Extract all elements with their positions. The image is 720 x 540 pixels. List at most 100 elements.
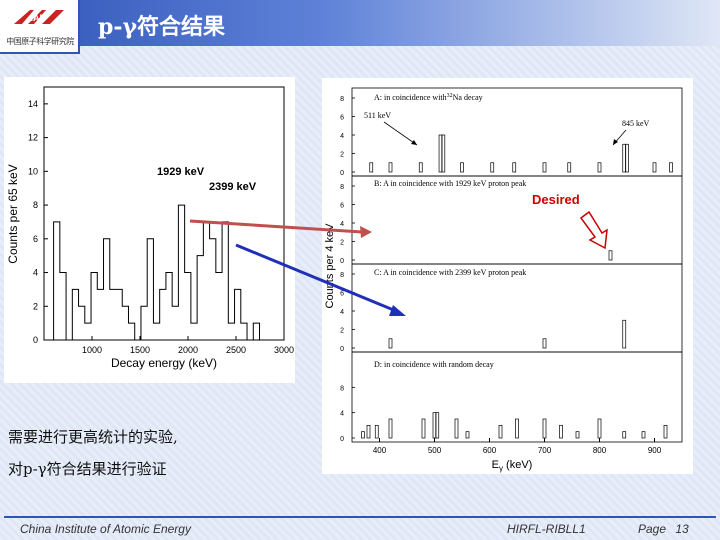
right-y-tick-label: 6 [340, 115, 344, 122]
left-y-tick-label: 12 [28, 133, 38, 143]
peak-label-1929: 1929 keV [157, 166, 205, 178]
gamma-bar [597, 162, 602, 173]
gamma-bar [542, 418, 547, 439]
desired-label: Desired [532, 192, 580, 207]
logo-letters: IAE [30, 13, 45, 23]
gamma-bar [388, 162, 393, 173]
gamma-bar [512, 162, 517, 173]
gamma-bar [388, 418, 393, 439]
right-x-axis-label: Eγ (keV) [492, 459, 533, 473]
decay-energy-chart: 0 2 4 6 8 10 12 14 1000 1500 2000 2500 3000 1929 ke… [6, 86, 294, 370]
gamma-bar [366, 424, 371, 439]
footer-page-label: Page [638, 522, 667, 536]
title-bar [0, 0, 720, 46]
gamma-energy-chart: 0 2 4 6 8 0 2 4 6 8 0 2 4 6 8 0 4 8 400 500 600 700 800 900 A:… [324, 87, 683, 473]
desired-arrow-icon [579, 210, 608, 250]
gamma-bar [435, 412, 440, 439]
footer-divider [4, 516, 716, 518]
gamma-bar [567, 162, 572, 173]
peak-label-2399: 2399 keV [209, 181, 257, 193]
left-x-tick-label: 1500 [130, 345, 150, 355]
left-x-tick-label: 3000 [274, 345, 294, 355]
arrow-1929-arrowhead [360, 226, 372, 238]
footer-institute: China Institute of Atomic Energy [20, 522, 191, 536]
gamma-bar [559, 424, 563, 439]
panel-frame-d [351, 351, 683, 443]
gamma-bar [542, 338, 547, 349]
right-x-ticks: 400 500 600 700 800 900 [373, 438, 662, 455]
right-y-tick-label: 4 [340, 133, 344, 140]
left-y-tick-label: 4 [33, 268, 38, 278]
gamma-bar [652, 162, 657, 173]
gamma-energy-chart-panel: 0 2 4 6 8 0 2 4 6 8 0 2 4 6 8 0 4 8 400 500 600 700 800 900 A:… [322, 78, 693, 474]
peak-845-label: 845 keV [622, 119, 650, 128]
left-y-ticks: 0 2 4 6 8 10 12 14 [28, 99, 48, 345]
gamma-bar [460, 162, 464, 173]
arrow-1929-to-b [189, 219, 363, 234]
gamma-bar [663, 424, 668, 439]
right-y-tick-label: 2 [340, 240, 344, 247]
gamma-bar [421, 418, 426, 439]
footer-page-number: 13 [675, 522, 689, 536]
right-y-tick-label: 4 [340, 221, 344, 228]
footer-page: Page 13 [638, 522, 689, 536]
right-y-tick-label: 8 [340, 385, 344, 392]
left-x-ticks: 1000 1500 2000 2500 3000 [82, 336, 294, 355]
panel-d-caption: D: in coincidence with random decay [374, 360, 494, 369]
gamma-bar [374, 424, 379, 439]
left-x-tick-label: 1000 [82, 345, 102, 355]
right-y-tick-label: 4 [340, 411, 344, 418]
gamma-bar [608, 250, 613, 261]
note-line-2: 对p-γ符合结果进行验证 [8, 460, 167, 478]
left-x-tick-label: 2500 [226, 345, 246, 355]
gamma-bar [622, 431, 627, 439]
footer-project: HIRFL-RIBLL1 [507, 522, 586, 536]
left-y-tick-label: 14 [28, 99, 38, 109]
left-histogram-series [53, 204, 266, 341]
right-y-tick-label: 6 [340, 203, 344, 210]
right-bar-series [361, 134, 673, 439]
right-y-tick-label: 4 [340, 309, 344, 316]
peak-511-arrow [383, 121, 418, 146]
right-y-tick-label: 0 [340, 258, 344, 265]
left-y-tick-label: 0 [33, 335, 38, 345]
right-y-tick-label: 0 [340, 346, 344, 353]
left-y-tick-label: 8 [33, 200, 38, 210]
gamma-bar [641, 431, 646, 439]
left-x-axis-label: Decay energy (keV) [111, 356, 217, 370]
right-y-tick-label: 8 [340, 272, 344, 279]
panel-b-caption: B: A in coincidence with 1929 keV proton… [374, 179, 526, 188]
logo-text: 中国原子科学研究院 [6, 37, 74, 46]
peak-845-arrowhead [613, 139, 618, 145]
right-y-tick-label: 2 [340, 328, 344, 335]
left-plot-frame [43, 86, 285, 341]
gamma-bar [465, 431, 470, 439]
gamma-bar [388, 338, 393, 349]
decay-energy-chart-panel: 0 2 4 6 8 10 12 14 1000 1500 2000 2500 3000 1929 ke… [4, 77, 295, 383]
right-y-axis-label: Counts per 4 keV [324, 223, 336, 309]
gamma-bar [490, 162, 495, 173]
page-title: p-γ符合结果 [98, 14, 226, 40]
right-y-tick-label: 8 [340, 96, 344, 103]
gamma-bar [575, 431, 580, 439]
gamma-bar [418, 162, 423, 173]
gamma-bar [622, 319, 627, 349]
left-y-axis-label: Counts per 65 keV [6, 164, 20, 263]
left-x-tick-label: 2000 [178, 345, 198, 355]
gamma-bar [361, 431, 365, 439]
right-y-tick-label: 0 [340, 170, 344, 177]
peak-511-label: 511 keV [364, 111, 391, 120]
arrow-2399-to-c [235, 243, 397, 313]
gamma-bar [454, 418, 459, 439]
left-y-tick-label: 10 [28, 166, 38, 176]
right-x-tick-label: 900 [648, 446, 662, 455]
gamma-bar [542, 162, 547, 173]
panel-a-caption: A: in coincidence with32Na decay [374, 93, 483, 102]
right-y-tick-label: 2 [340, 152, 344, 159]
iae-logo-icon: IAE [14, 10, 64, 24]
gamma-bar [441, 134, 446, 173]
right-y-tick-label: 6 [340, 291, 344, 298]
right-x-tick-label: 800 [593, 446, 607, 455]
gamma-bar [515, 418, 519, 439]
